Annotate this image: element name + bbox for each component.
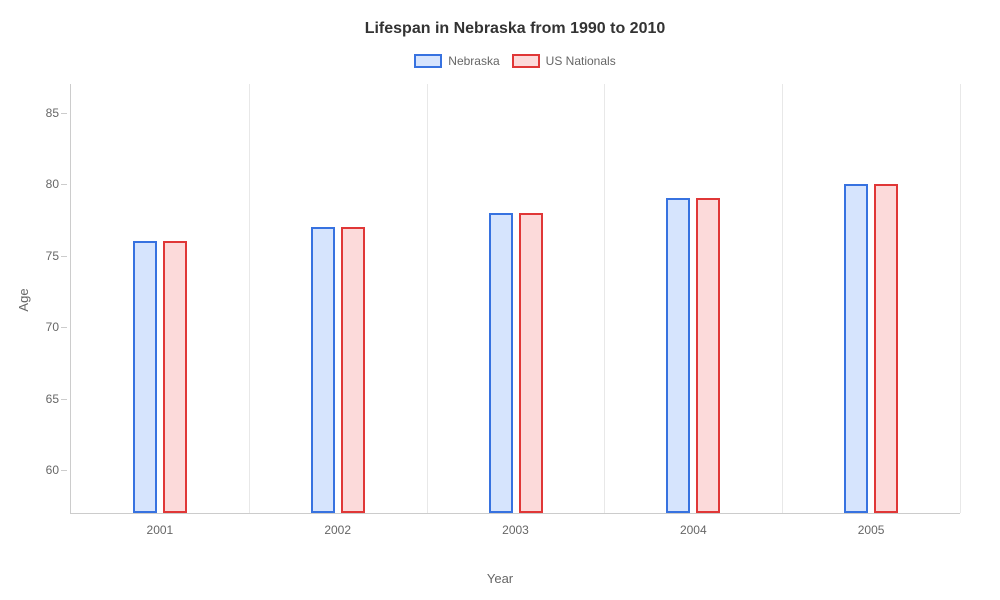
- y-tick: [61, 256, 67, 257]
- y-tick-label: 75: [46, 249, 59, 263]
- bar: [341, 227, 365, 513]
- x-tick-label: 2002: [324, 523, 351, 537]
- gridline-vertical: [427, 84, 428, 513]
- gridline-vertical: [782, 84, 783, 513]
- x-tick-label: 2004: [680, 523, 707, 537]
- bar: [874, 184, 898, 513]
- gridline-vertical: [960, 84, 961, 513]
- x-axis-title: Year: [487, 571, 513, 586]
- bar: [696, 198, 720, 513]
- y-tick-label: 70: [46, 320, 59, 334]
- x-tick-label: 2003: [502, 523, 529, 537]
- chart-container: Lifespan in Nebraska from 1990 to 2010 N…: [0, 0, 1000, 600]
- y-tick-label: 65: [46, 392, 59, 406]
- plot-area: 60657075808520012002200320042005: [70, 84, 960, 514]
- gridline-vertical: [604, 84, 605, 513]
- legend-swatch: [414, 54, 442, 68]
- bar: [844, 184, 868, 513]
- legend-swatch: [512, 54, 540, 68]
- y-tick: [61, 113, 67, 114]
- legend-item: Nebraska: [414, 54, 499, 68]
- bar: [489, 213, 513, 513]
- y-tick-label: 60: [46, 463, 59, 477]
- legend-label: Nebraska: [448, 54, 499, 68]
- y-tick: [61, 184, 67, 185]
- legend: Nebraska US Nationals: [70, 54, 960, 68]
- bar: [163, 241, 187, 513]
- bar: [519, 213, 543, 513]
- bar: [666, 198, 690, 513]
- gridline-vertical: [249, 84, 250, 513]
- bar: [133, 241, 157, 513]
- y-tick: [61, 327, 67, 328]
- legend-item: US Nationals: [512, 54, 616, 68]
- y-tick-label: 85: [46, 106, 59, 120]
- y-tick: [61, 399, 67, 400]
- x-tick-label: 2001: [147, 523, 174, 537]
- chart-title: Lifespan in Nebraska from 1990 to 2010: [70, 20, 960, 38]
- y-tick-label: 80: [46, 177, 59, 191]
- x-tick-label: 2005: [858, 523, 885, 537]
- bar: [311, 227, 335, 513]
- legend-label: US Nationals: [546, 54, 616, 68]
- y-tick: [61, 470, 67, 471]
- y-axis-title: Age: [16, 288, 31, 311]
